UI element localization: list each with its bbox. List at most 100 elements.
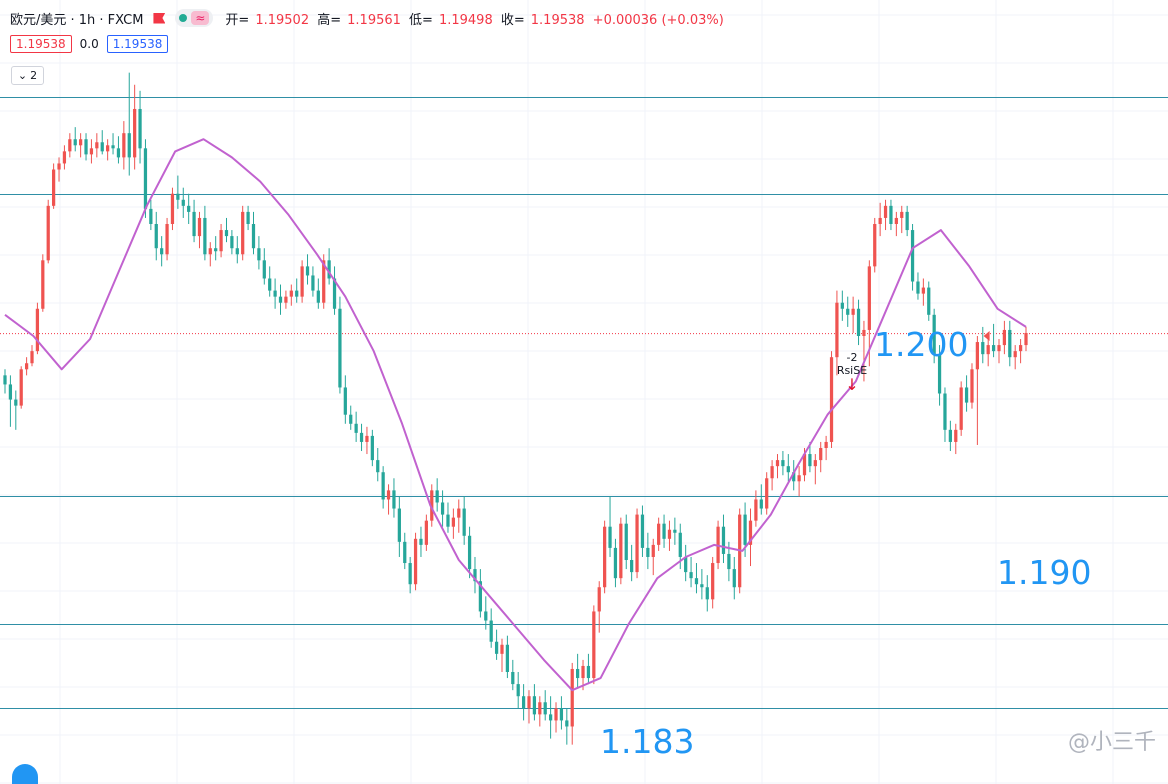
candle-body: [711, 563, 715, 600]
candle-body: [365, 435, 369, 442]
candle-body: [257, 248, 261, 261]
indicator-collapse-button[interactable]: ⌄ 2: [11, 66, 44, 85]
candle-body: [846, 308, 850, 315]
candle-body: [289, 290, 293, 297]
candle-body: [251, 224, 256, 249]
candle-body: [1008, 329, 1012, 358]
signal-triangle: [983, 331, 990, 341]
candle-body: [640, 514, 645, 548]
candle-body: [883, 205, 888, 218]
candle-body: [543, 702, 547, 715]
candle-body: [327, 260, 331, 279]
candle-body: [792, 472, 796, 482]
tradingview-logo-icon[interactable]: [12, 764, 38, 784]
candle-body: [187, 205, 191, 212]
candle-body: [149, 208, 153, 224]
candle-body: [376, 460, 380, 473]
candle-body: [338, 308, 342, 388]
candle-body: [873, 224, 877, 267]
market-open-dot-icon: [179, 14, 188, 22]
candle-body: [630, 560, 634, 573]
candle-body: [435, 490, 439, 503]
low-label: 低=: [409, 12, 433, 28]
candle-body: [241, 211, 245, 255]
high-label: 高=: [317, 12, 342, 28]
candle-body: [889, 205, 893, 224]
candle-body: [116, 148, 121, 158]
candle-body: [322, 260, 326, 303]
candle-body: [100, 142, 104, 152]
spread-value: 0.0: [79, 37, 99, 51]
candlestick-series: [3, 72, 1028, 745]
candle-body: [316, 290, 320, 303]
candle-body: [51, 169, 56, 206]
candle-body: [30, 351, 34, 364]
arrow-down-icon: ↓: [845, 375, 859, 394]
candle-body: [959, 387, 963, 430]
symbol-title[interactable]: 欧元/美元 · 1h · FXCM: [10, 12, 144, 28]
candle-body: [619, 523, 623, 579]
candle-body: [759, 499, 763, 509]
candle-body: [684, 556, 688, 573]
open-label: 开=: [225, 12, 250, 28]
buy-price-button[interactable]: 1.19538: [106, 35, 169, 53]
candle-body: [937, 354, 942, 394]
candle-body: [343, 387, 347, 415]
candle-body: [905, 211, 909, 231]
signal-name: RsiSE: [836, 364, 868, 377]
candle-body: [824, 441, 828, 448]
candle-body: [997, 345, 1001, 352]
candle-body: [349, 414, 353, 424]
candle-body: [878, 217, 882, 224]
candle-body: [413, 538, 418, 585]
candle-body: [381, 472, 385, 500]
candle-body: [592, 611, 596, 679]
candle-body: [106, 145, 110, 152]
candle-body: [603, 526, 607, 588]
wave-icon: ≈: [191, 11, 210, 25]
candle-body: [451, 517, 455, 527]
candle-body: [430, 490, 434, 521]
candle-body: [613, 547, 618, 579]
candle-body: [484, 611, 488, 621]
bid-ask-row: 1.19538 0.0 1.19538: [10, 35, 169, 53]
candle-body: [332, 278, 337, 309]
candle-body: [700, 584, 704, 588]
candle-body: [765, 478, 769, 509]
sell-price-button[interactable]: 1.19538: [10, 35, 72, 53]
candle-body: [386, 490, 391, 500]
candle-body: [565, 720, 569, 727]
candle-body: [397, 508, 401, 542]
candle-body: [943, 393, 947, 430]
open-value: 1.19502: [255, 12, 310, 28]
candle-body: [392, 490, 396, 509]
candle-body: [440, 502, 445, 515]
candle-body: [781, 460, 785, 467]
status-pill[interactable]: ≈: [175, 9, 214, 27]
candle-body: [581, 665, 585, 679]
candle-body: [403, 541, 407, 564]
candle-body: [24, 363, 29, 370]
candle-body: [851, 308, 855, 315]
candle-body: [46, 205, 50, 261]
candle-body: [678, 532, 682, 557]
candle-body: [975, 342, 980, 370]
candle-body: [154, 224, 158, 249]
candle-body: [651, 544, 655, 557]
candle-body: [57, 163, 61, 170]
candle-body: [1024, 332, 1028, 346]
candle-body: [273, 290, 277, 297]
candle-body: [635, 514, 639, 573]
candle-body: [829, 357, 834, 442]
candle-body: [230, 236, 234, 249]
candle-body: [667, 529, 672, 539]
flag-icon[interactable]: [153, 12, 166, 24]
ohlc-values: 开= 1.19502 高= 1.19561 低= 1.19498 收= 1.19538 …: [225, 9, 729, 28]
candle-body: [910, 230, 915, 282]
candle-body: [964, 387, 969, 403]
horizontal-levels: [0, 97, 1168, 709]
candle-body: [840, 302, 844, 309]
candle-body: [694, 578, 699, 585]
candle-body: [586, 665, 591, 679]
